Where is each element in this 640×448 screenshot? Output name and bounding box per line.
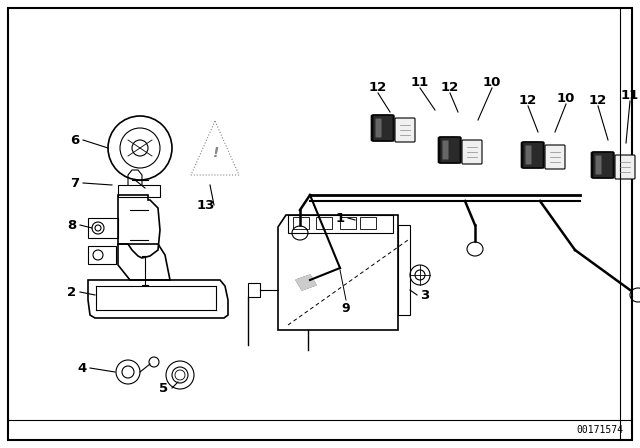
Bar (340, 217, 356, 229)
Text: 4: 4 (77, 362, 86, 375)
Bar (316, 217, 332, 229)
Text: 10: 10 (483, 76, 501, 89)
Text: 12: 12 (519, 94, 537, 107)
Text: 11: 11 (411, 76, 429, 89)
Bar (88, 218, 118, 238)
FancyBboxPatch shape (521, 142, 541, 168)
FancyBboxPatch shape (545, 145, 565, 169)
Text: 13: 13 (197, 198, 215, 211)
Text: 3: 3 (420, 289, 429, 302)
FancyBboxPatch shape (439, 137, 461, 163)
Text: 12: 12 (441, 81, 459, 94)
Text: 9: 9 (342, 302, 350, 314)
Bar (88, 246, 116, 264)
FancyBboxPatch shape (442, 141, 449, 159)
FancyBboxPatch shape (593, 152, 613, 178)
FancyBboxPatch shape (373, 115, 393, 141)
FancyBboxPatch shape (438, 137, 458, 163)
Text: 2: 2 (67, 285, 77, 298)
Text: 10: 10 (557, 91, 575, 104)
FancyBboxPatch shape (595, 155, 602, 175)
FancyBboxPatch shape (522, 142, 544, 168)
Text: 12: 12 (369, 81, 387, 94)
FancyBboxPatch shape (525, 146, 531, 164)
FancyBboxPatch shape (372, 115, 394, 141)
Bar (118, 185, 160, 197)
FancyBboxPatch shape (615, 155, 635, 179)
Text: 6: 6 (70, 134, 79, 146)
Text: !: ! (212, 146, 218, 160)
Bar (360, 217, 376, 229)
Text: 5: 5 (159, 382, 168, 395)
Text: 12: 12 (589, 94, 607, 107)
FancyBboxPatch shape (523, 142, 543, 168)
FancyBboxPatch shape (371, 115, 391, 141)
FancyBboxPatch shape (440, 137, 460, 163)
FancyBboxPatch shape (591, 152, 611, 178)
FancyBboxPatch shape (395, 118, 415, 142)
Text: 11: 11 (621, 89, 639, 102)
Text: 1: 1 (335, 211, 344, 224)
Text: 7: 7 (70, 177, 79, 190)
Text: 00171574: 00171574 (576, 425, 623, 435)
FancyBboxPatch shape (462, 140, 482, 164)
Text: 8: 8 (67, 219, 77, 232)
Bar (293, 217, 309, 229)
Polygon shape (296, 275, 316, 290)
FancyBboxPatch shape (592, 152, 614, 178)
FancyBboxPatch shape (376, 119, 381, 138)
